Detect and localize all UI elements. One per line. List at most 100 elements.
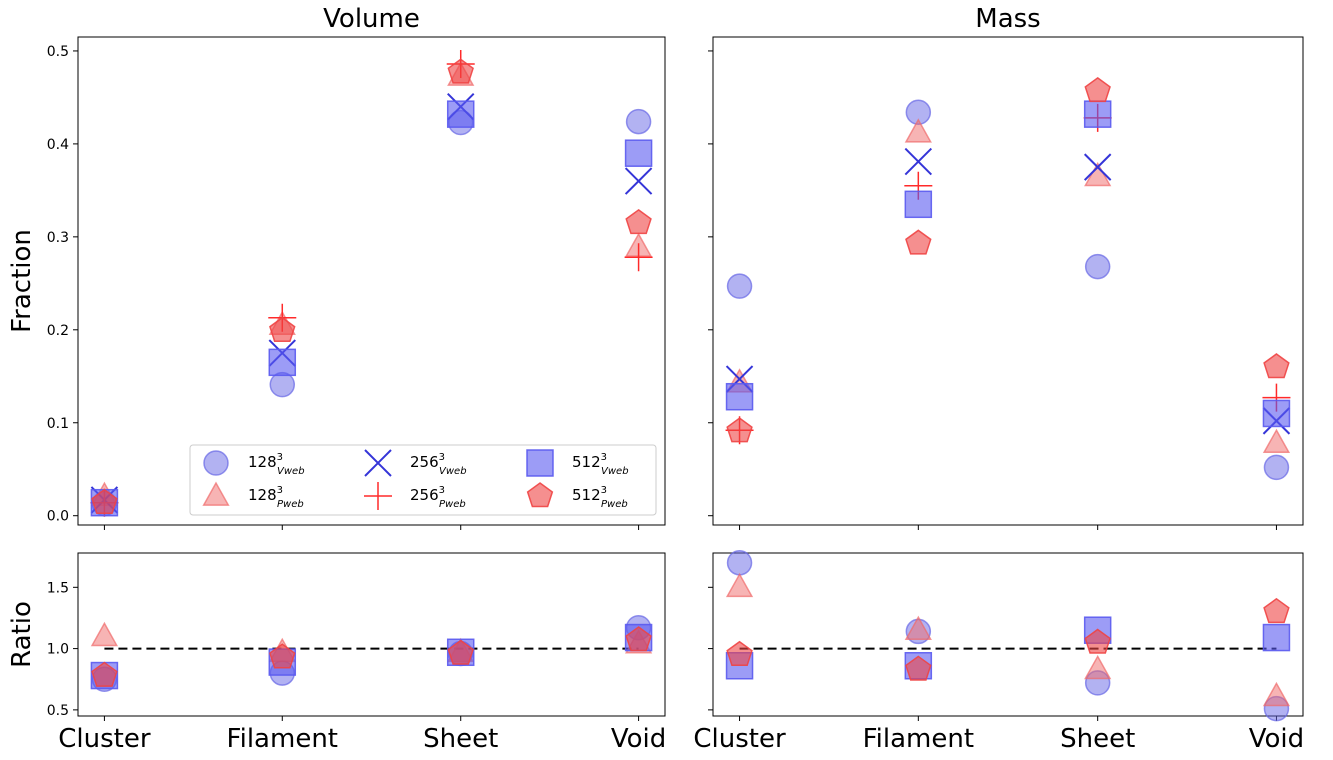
legend-label-base: 128 bbox=[248, 486, 277, 504]
mass-fraction-panel: Mass bbox=[708, 4, 1304, 530]
data-point-p512 bbox=[91, 488, 118, 514]
data-point-v256 bbox=[904, 147, 933, 176]
legend-label-sup: 3 bbox=[601, 485, 607, 496]
y-tick-label: 0.0 bbox=[47, 509, 69, 525]
legend-label-v256: 2563 Vweb bbox=[410, 452, 467, 477]
data-point-v512 bbox=[904, 190, 933, 219]
data-point-p512 bbox=[905, 655, 932, 681]
legend-label-sup: 3 bbox=[439, 485, 445, 496]
legend-label-sup: 3 bbox=[277, 452, 283, 463]
legend-marker-p256 bbox=[364, 482, 392, 510]
data-point-v128 bbox=[625, 108, 652, 135]
data-point-v256 bbox=[624, 167, 653, 195]
x-tick-label: Sheet bbox=[423, 724, 498, 754]
data-point-p512 bbox=[726, 640, 753, 666]
legend-label-p512: 5123 Pweb bbox=[572, 485, 628, 510]
legend-label-base: 128 bbox=[248, 453, 277, 471]
legend-label-p128: 1283 Pweb bbox=[248, 485, 304, 510]
y-tick-label: 0.3 bbox=[47, 230, 69, 246]
data-point-v128 bbox=[726, 550, 753, 576]
data-point-v512 bbox=[725, 382, 754, 411]
data-point-p512 bbox=[726, 417, 753, 443]
volume-ratio-panel: 0.5 1.0 1.5 Cluster Filament Sheet Void Ratio bbox=[7, 552, 666, 754]
data-point-p128 bbox=[904, 118, 932, 143]
legend-marker-p128 bbox=[202, 481, 230, 506]
data-point-p512 bbox=[625, 626, 652, 652]
y-axis-label: Ratio bbox=[7, 601, 37, 668]
y-tick-label: 0.5 bbox=[47, 44, 69, 60]
data-point-p512 bbox=[905, 229, 932, 255]
panels: 0.0 0.1 0.2 0.3 0.4 0.5 Volume Fraction Mass 0.5 1… bbox=[7, 4, 1304, 754]
legend-label-v512: 5123 Vweb bbox=[572, 452, 629, 477]
data-point-p512 bbox=[1263, 597, 1290, 624]
data-point-v128 bbox=[1084, 253, 1111, 280]
mass-ratio-panel: Cluster Filament Sheet Void bbox=[693, 550, 1304, 754]
data-point-p512 bbox=[1084, 628, 1111, 654]
legend-marker-v256 bbox=[364, 449, 392, 477]
data-point-v512 bbox=[1083, 100, 1112, 128]
y-tick-label: 0.2 bbox=[47, 323, 69, 339]
y-axis-label: Fraction bbox=[7, 229, 37, 333]
axes-frame bbox=[712, 36, 1304, 526]
y-tick-label: 1.5 bbox=[47, 580, 69, 596]
data-point-p512 bbox=[447, 58, 474, 84]
legend-marker-v512 bbox=[526, 449, 554, 477]
x-tick-label: Void bbox=[1249, 724, 1304, 754]
legend-label-sup: 3 bbox=[439, 452, 445, 463]
legend-label-base: 256 bbox=[410, 486, 439, 504]
data-point-p128 bbox=[1262, 681, 1291, 707]
data-point-p512 bbox=[1263, 353, 1290, 379]
legend-marker-v128 bbox=[203, 450, 229, 476]
data-point-v128 bbox=[1263, 454, 1290, 481]
legend-label-sup: 3 bbox=[601, 452, 607, 463]
legend-label-base: 256 bbox=[410, 453, 439, 471]
legend-label-sub: Pweb bbox=[601, 499, 628, 510]
data-point-p256 bbox=[624, 243, 653, 272]
legend-label-base: 512 bbox=[572, 453, 601, 471]
data-point-v128 bbox=[726, 273, 753, 299]
x-tick-label: Void bbox=[611, 724, 666, 754]
data-point-p128 bbox=[904, 615, 932, 641]
panel-title: Mass bbox=[975, 4, 1040, 34]
panel-title: Volume bbox=[323, 4, 420, 34]
data-point-v512 bbox=[624, 139, 653, 167]
axes-frame bbox=[77, 552, 666, 717]
y-tick-label: 0.4 bbox=[47, 137, 69, 153]
y-tick-label: 1.0 bbox=[47, 642, 69, 658]
data-point-p128 bbox=[1262, 428, 1291, 454]
legend-label-sub: Pweb bbox=[277, 499, 304, 510]
legend-label-sub: Vweb bbox=[277, 466, 305, 477]
x-tick-label: Sheet bbox=[1060, 724, 1135, 754]
data-point-v256 bbox=[1083, 153, 1112, 181]
legend-label-sub: Pweb bbox=[439, 499, 466, 510]
data-point-v512 bbox=[1262, 623, 1291, 652]
legend-marker-p512 bbox=[526, 482, 554, 508]
legend-label-v128: 1283 Vweb bbox=[248, 452, 305, 477]
x-tick-label: Filament bbox=[863, 724, 974, 754]
x-tick-label: Filament bbox=[227, 724, 338, 754]
x-tick-label: Cluster bbox=[693, 724, 786, 754]
x-tick-label: Cluster bbox=[58, 724, 151, 754]
data-point-v128 bbox=[269, 371, 296, 398]
data-point-p512 bbox=[269, 643, 296, 669]
data-point-p128 bbox=[90, 621, 119, 647]
data-point-p128 bbox=[725, 572, 754, 598]
y-tick-label: 0.5 bbox=[47, 703, 69, 719]
data-point-p512 bbox=[1084, 76, 1111, 103]
data-point-v512 bbox=[268, 348, 297, 377]
y-tick-label: 0.1 bbox=[47, 416, 69, 432]
data-point-p512 bbox=[269, 316, 296, 342]
data-point-p128 bbox=[1084, 654, 1112, 680]
data-point-v512 bbox=[1262, 399, 1291, 428]
data-point-p512 bbox=[447, 639, 474, 665]
legend-label-sub: Vweb bbox=[601, 466, 629, 477]
legend-label-sub: Vweb bbox=[439, 466, 467, 477]
legend-label-p256: 2563 Pweb bbox=[410, 485, 466, 510]
axes-frame bbox=[77, 36, 666, 526]
data-point-p512 bbox=[625, 208, 652, 235]
volume-fraction-panel: 0.0 0.1 0.2 0.3 0.4 0.5 Volume Fraction bbox=[7, 4, 666, 530]
data-point-v512 bbox=[446, 100, 475, 128]
data-point-p512 bbox=[91, 661, 118, 687]
